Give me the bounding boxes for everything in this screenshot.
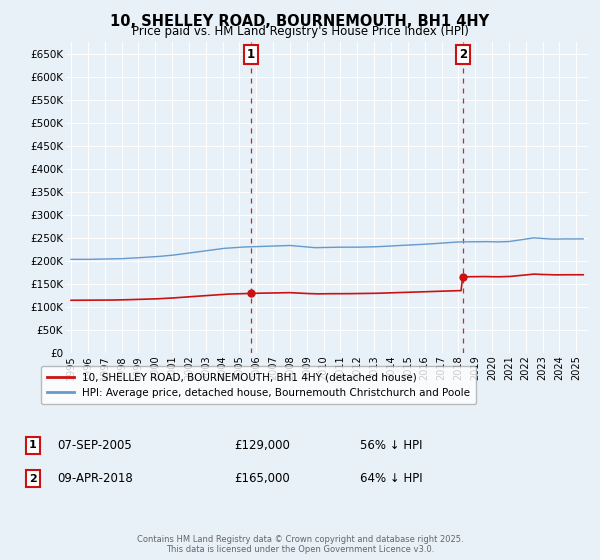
Text: 09-APR-2018: 09-APR-2018 xyxy=(57,472,133,486)
Text: 07-SEP-2005: 07-SEP-2005 xyxy=(57,438,132,452)
Text: £165,000: £165,000 xyxy=(234,472,290,486)
Text: 10, SHELLEY ROAD, BOURNEMOUTH, BH1 4HY: 10, SHELLEY ROAD, BOURNEMOUTH, BH1 4HY xyxy=(110,14,490,29)
Text: 56% ↓ HPI: 56% ↓ HPI xyxy=(360,438,422,452)
Legend: 10, SHELLEY ROAD, BOURNEMOUTH, BH1 4HY (detached house), HPI: Average price, det: 10, SHELLEY ROAD, BOURNEMOUTH, BH1 4HY (… xyxy=(41,366,476,404)
Text: 2: 2 xyxy=(459,48,467,61)
Text: 64% ↓ HPI: 64% ↓ HPI xyxy=(360,472,422,486)
Text: Contains HM Land Registry data © Crown copyright and database right 2025.
This d: Contains HM Land Registry data © Crown c… xyxy=(137,535,463,554)
Text: Price paid vs. HM Land Registry's House Price Index (HPI): Price paid vs. HM Land Registry's House … xyxy=(131,25,469,38)
Text: 2: 2 xyxy=(29,474,37,484)
Text: 1: 1 xyxy=(29,440,37,450)
Text: £129,000: £129,000 xyxy=(234,438,290,452)
Text: 1: 1 xyxy=(247,48,255,61)
